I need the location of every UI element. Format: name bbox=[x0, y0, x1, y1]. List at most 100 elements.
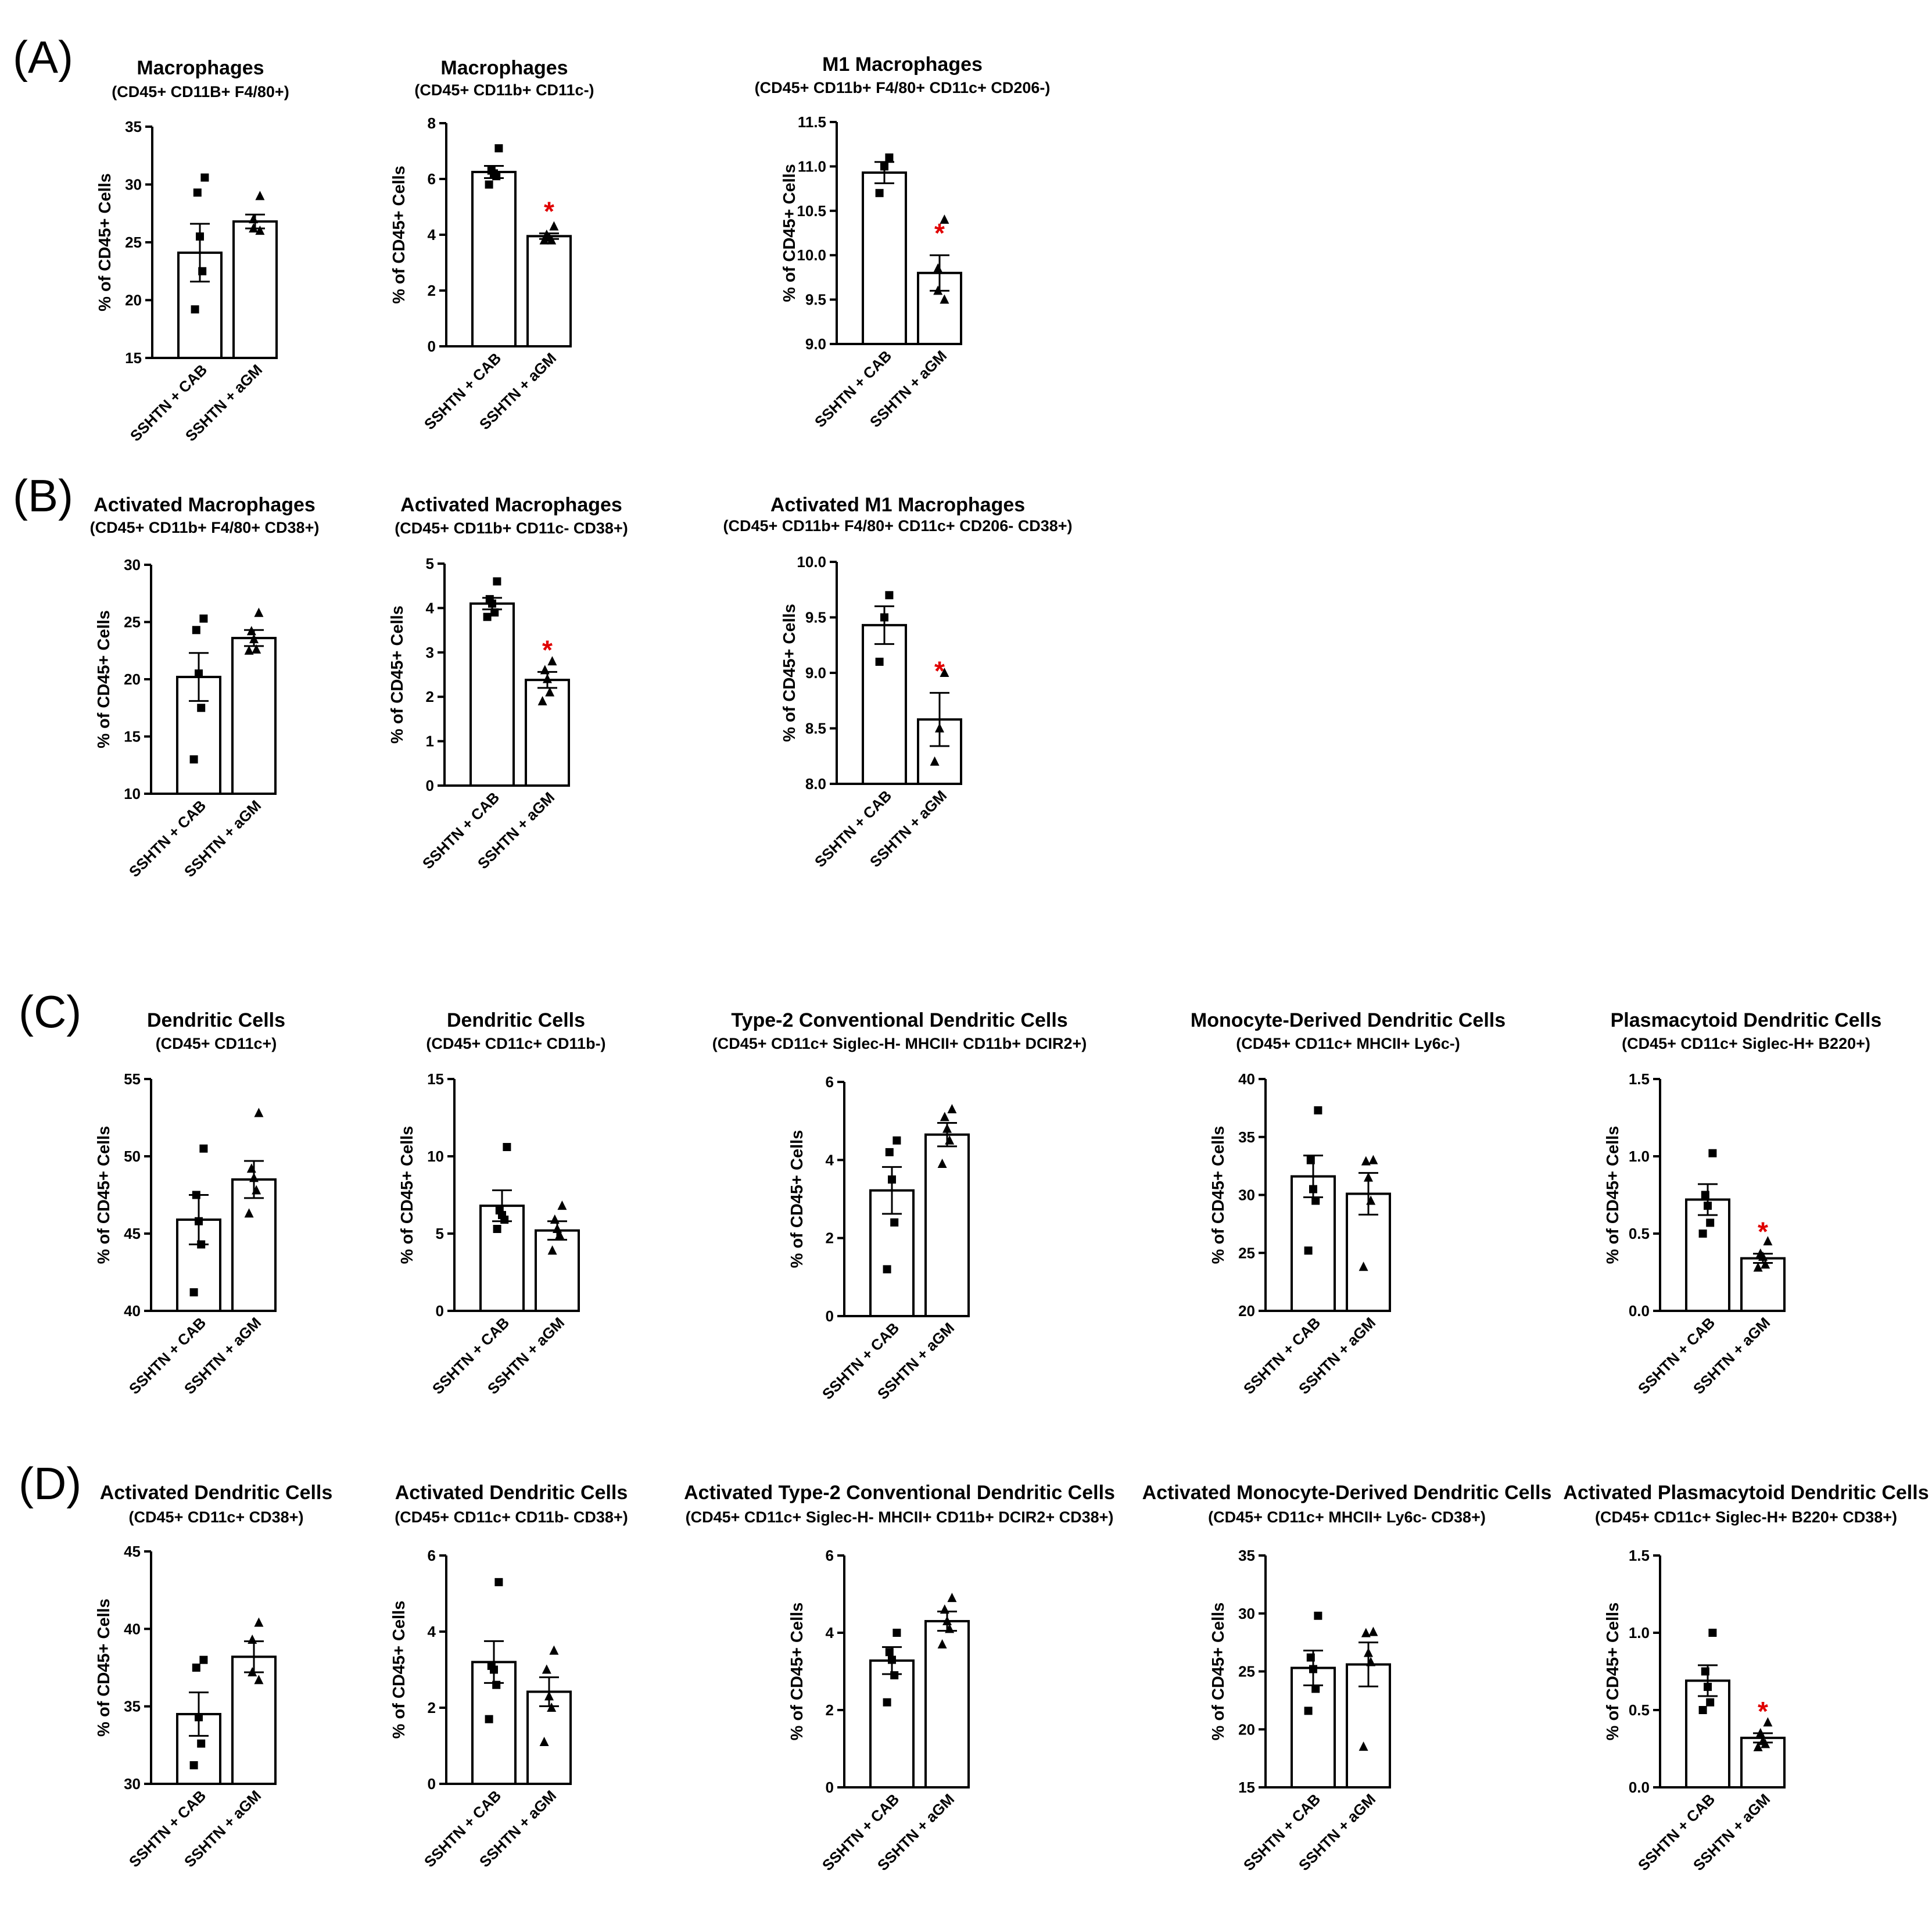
data-point-triangle bbox=[940, 1604, 949, 1614]
bar-cab bbox=[471, 1661, 517, 1785]
bar-agm bbox=[1740, 1257, 1786, 1313]
y-tick-label: 25 bbox=[125, 234, 142, 251]
significance-star: * bbox=[1758, 1217, 1768, 1247]
data-point-square bbox=[885, 591, 894, 600]
data-point-square bbox=[192, 1664, 200, 1672]
data-point-square bbox=[494, 1578, 503, 1586]
panel-label-a: (A) bbox=[13, 31, 73, 83]
y-tick-label: 11.5 bbox=[798, 113, 826, 131]
data-point-square bbox=[888, 1655, 896, 1664]
data-point-triangle bbox=[1761, 1259, 1770, 1269]
y-axis-label: % of CD45+ Cells bbox=[1209, 1603, 1228, 1741]
data-point-square bbox=[885, 1148, 894, 1156]
y-axis-label: % of CD45+ Cells bbox=[780, 604, 799, 742]
y-tick-label: 9.5 bbox=[805, 291, 826, 309]
y-tick-label: 2 bbox=[826, 1230, 834, 1247]
y-tick-label: 3 bbox=[426, 644, 434, 661]
chart-subtitle: (CD45+ CD11c+ CD11b-) bbox=[426, 1035, 605, 1052]
bar-cab bbox=[471, 171, 517, 347]
data-point-square bbox=[195, 1217, 203, 1225]
y-tick-label: 35 bbox=[124, 1698, 141, 1715]
chart-14: Activated Type-2 Conventional Dendritic … bbox=[684, 1482, 1115, 1874]
data-point-triangle bbox=[933, 263, 943, 273]
data-point-triangle bbox=[937, 1639, 947, 1648]
data-point-triangle bbox=[1755, 1727, 1765, 1737]
chart-11: Plasmacytoid Dendritic Cells (CD45+ CD11c… bbox=[1604, 1009, 1881, 1397]
data-point-square bbox=[1309, 1665, 1317, 1673]
data-point-square bbox=[198, 267, 207, 275]
data-point-square bbox=[1704, 1683, 1712, 1691]
y-tick-label: 45 bbox=[124, 1543, 141, 1560]
significance-star: * bbox=[934, 655, 945, 686]
y-tick-label: 0.0 bbox=[1629, 1779, 1650, 1796]
y-tick-label: 1 bbox=[426, 733, 434, 750]
bar-cab bbox=[862, 171, 907, 345]
y-tick-label: 40 bbox=[124, 1302, 141, 1320]
bar-agm bbox=[924, 1133, 970, 1318]
bar-agm bbox=[535, 1229, 580, 1312]
data-point-triangle bbox=[1368, 1626, 1378, 1636]
chart-title: Monocyte-Derived Dendritic Cells bbox=[1191, 1009, 1506, 1031]
data-point-square bbox=[883, 1265, 891, 1274]
y-tick-label: 10.5 bbox=[797, 202, 826, 220]
data-point-square bbox=[1701, 1191, 1709, 1199]
data-point-square bbox=[492, 172, 501, 181]
data-point-triangle bbox=[254, 1107, 264, 1117]
data-point-square bbox=[1311, 1196, 1320, 1205]
data-point-triangle bbox=[945, 1135, 955, 1145]
data-point-square bbox=[493, 577, 501, 586]
data-point-square bbox=[485, 1715, 493, 1723]
chart-title: Activated Dendritic Cells bbox=[395, 1482, 628, 1504]
charts-group: Macrophages(CD45+ CD11B+ F4/80+)15202530… bbox=[90, 53, 1929, 1874]
data-point-square bbox=[195, 669, 203, 678]
y-tick-label: 55 bbox=[124, 1070, 141, 1088]
data-point-triangle bbox=[1753, 1741, 1763, 1751]
data-point-triangle bbox=[1366, 1657, 1376, 1666]
data-point-square bbox=[195, 1713, 203, 1722]
data-point-square bbox=[197, 1739, 206, 1748]
data-point-triangle bbox=[1364, 1647, 1373, 1657]
data-point-square bbox=[885, 153, 894, 162]
data-point-square bbox=[485, 180, 493, 189]
data-point-square bbox=[189, 755, 198, 764]
y-tick-label: 10 bbox=[427, 1148, 444, 1165]
y-axis-label: % of CD45+ Cells bbox=[390, 1601, 408, 1739]
data-point-square bbox=[1309, 1185, 1317, 1193]
y-tick-label: 4 bbox=[426, 599, 435, 617]
y-axis-label: % of CD45+ Cells bbox=[780, 164, 799, 302]
y-tick-label: 30 bbox=[124, 556, 141, 574]
data-point-triangle bbox=[542, 1664, 551, 1674]
y-axis-label: % of CD45+ Cells bbox=[1604, 1603, 1622, 1741]
data-point-square bbox=[892, 1629, 901, 1637]
y-tick-label: 40 bbox=[1238, 1070, 1255, 1088]
data-point-square bbox=[197, 1240, 206, 1249]
chart-1: Macrophages (CD45+ CD11B+ F4/80+) 15 20 25 30… bbox=[96, 57, 289, 445]
data-point-triangle bbox=[255, 191, 265, 200]
data-point-triangle bbox=[937, 1159, 947, 1169]
data-point-triangle bbox=[539, 235, 549, 245]
data-point-triangle bbox=[942, 1616, 952, 1626]
data-point-square bbox=[197, 704, 206, 712]
data-point-triangle bbox=[249, 223, 259, 233]
data-point-square bbox=[1314, 1106, 1322, 1114]
chart-7: Dendritic Cells (CD45+ CD11c+) 40 45 50 55 % o… bbox=[95, 1009, 285, 1397]
data-point-triangle bbox=[1359, 1741, 1368, 1751]
y-tick-label: 0.5 bbox=[1629, 1701, 1650, 1719]
chart-title: Macrophages bbox=[137, 57, 264, 79]
data-point-triangle bbox=[547, 1245, 557, 1255]
y-tick-label: 6 bbox=[428, 170, 436, 188]
y-tick-label: 45 bbox=[124, 1225, 141, 1242]
chart-10: Monocyte-Derived Dendritic Cells (CD45+ C… bbox=[1191, 1009, 1506, 1397]
data-point-triangle bbox=[1361, 1156, 1371, 1166]
y-tick-label: 5 bbox=[426, 555, 434, 572]
y-tick-label: 8 bbox=[428, 114, 436, 132]
data-point-triangle bbox=[255, 225, 265, 235]
data-point-square bbox=[193, 188, 202, 197]
y-tick-label: 4 bbox=[428, 226, 436, 243]
y-tick-label: 10.0 bbox=[797, 553, 826, 571]
y-tick-label: 25 bbox=[1238, 1663, 1255, 1680]
y-axis-label: % of CD45+ Cells bbox=[388, 605, 407, 744]
y-tick-label: 15 bbox=[427, 1070, 444, 1088]
data-point-square bbox=[192, 1191, 200, 1199]
data-point-square bbox=[890, 1218, 899, 1227]
